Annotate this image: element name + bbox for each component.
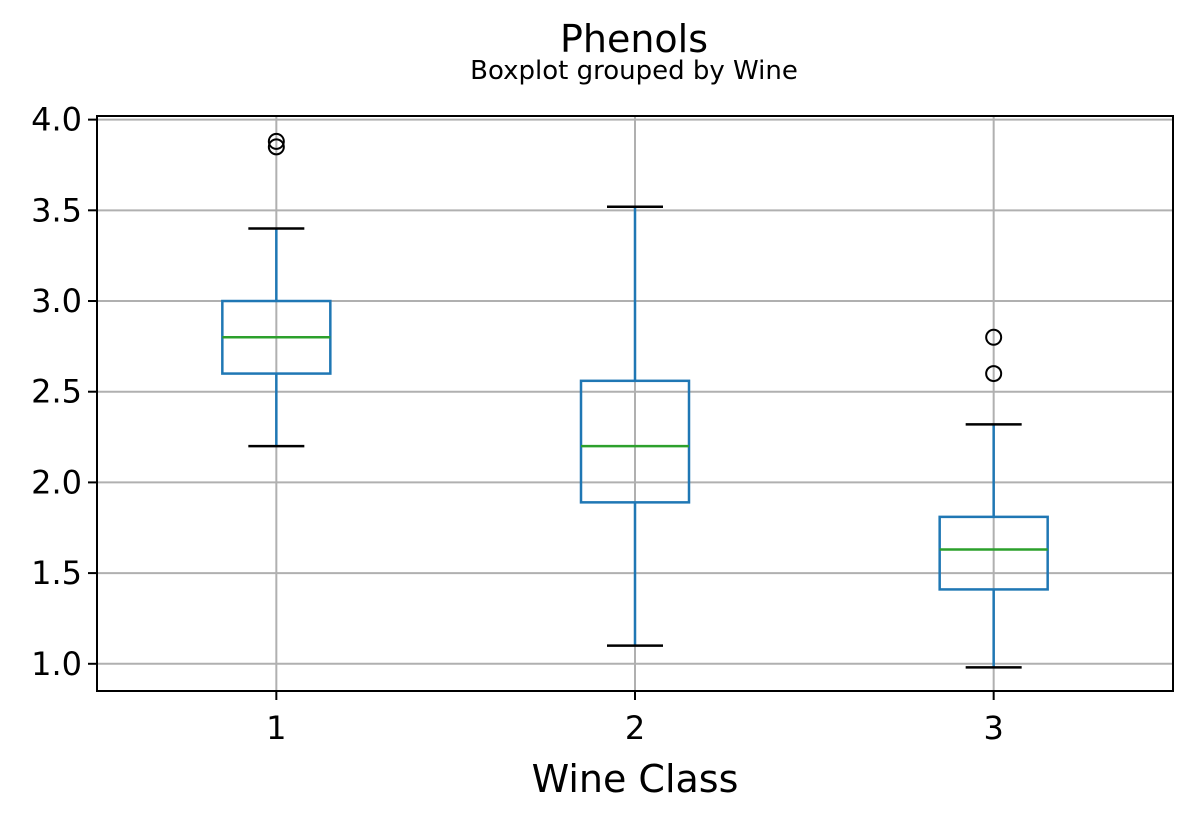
y-tick-label: 2.0: [31, 463, 82, 501]
plot-frame: [96, 115, 1174, 692]
y-tick-label: 3.0: [31, 282, 82, 320]
y-tick-label: 1.5: [31, 554, 82, 592]
y-tick-label: 3.5: [31, 191, 82, 229]
iqr-box: [579, 379, 691, 504]
x-tick-label: 1: [266, 709, 286, 747]
y-tick-label: 4.0: [31, 101, 82, 139]
box-series: [221, 132, 1049, 669]
box-group: [221, 132, 332, 448]
axes: 1.0 1.5 2.0 2.5 3.0 3.5 4.0 1 2 3: [31, 101, 1004, 747]
outlier-point: [985, 365, 1003, 383]
outlier-point: [267, 138, 285, 156]
x-tick-label: 2: [625, 709, 645, 747]
chart-title: Phenols: [560, 17, 708, 61]
outlier-point: [985, 328, 1003, 346]
x-axis-label: Wine Class: [532, 757, 739, 801]
iqr-box: [938, 515, 1049, 591]
chart-subtitle: Boxplot grouped by Wine: [470, 56, 798, 86]
y-tick-label: 1.0: [31, 645, 82, 683]
outlier-point: [267, 132, 285, 150]
box-group: [938, 328, 1049, 669]
y-tick-label: 2.5: [31, 373, 82, 411]
x-tick-label: 3: [983, 709, 1003, 747]
box-group: [579, 205, 691, 647]
